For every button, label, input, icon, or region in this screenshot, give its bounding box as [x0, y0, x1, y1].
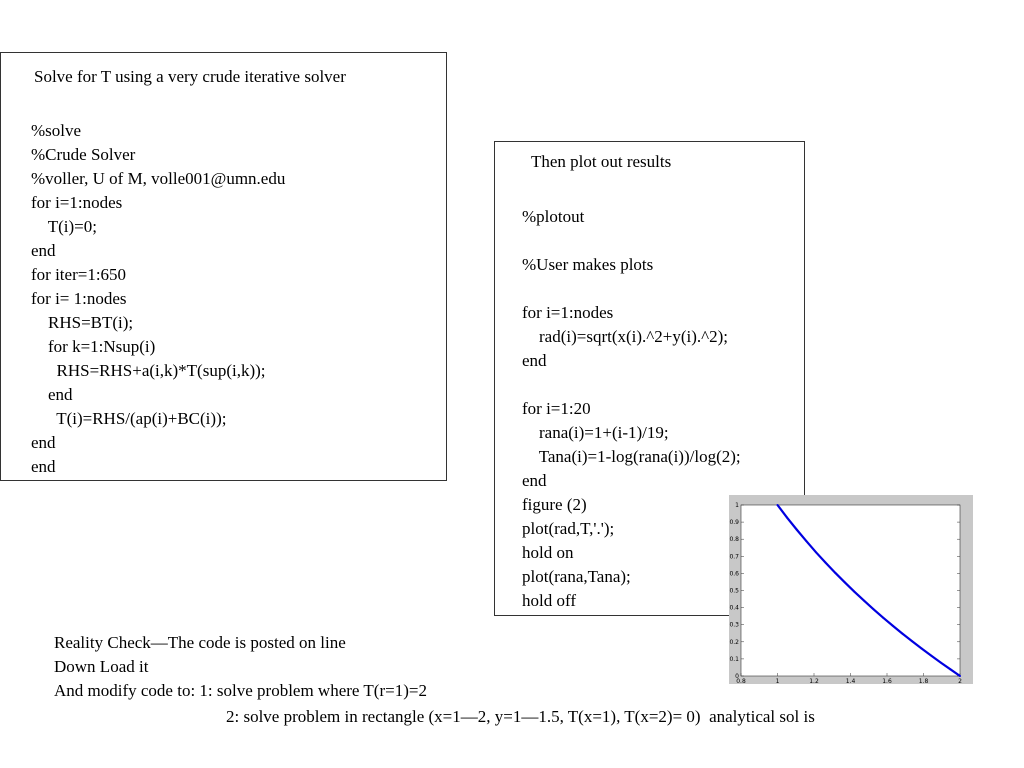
code-line: rana(i)=1+(i-1)/19; — [522, 423, 669, 442]
code-line: end — [522, 471, 547, 490]
data-point — [910, 640, 913, 643]
y-tick-label: 0.9 — [729, 519, 739, 526]
data-point — [862, 599, 865, 602]
y-tick-label: 0.1 — [729, 656, 739, 663]
code-line: %voller, U of M, volle001@umn.edu — [31, 169, 286, 188]
code-line: plot(rana,Tana); — [522, 567, 631, 586]
x-tick-label: 0.8 — [736, 678, 746, 684]
data-point — [795, 528, 798, 531]
x-tick-label: 1 — [776, 678, 780, 684]
note-indent: 2: solve problem in rectangle (x=1—2, y=… — [226, 707, 815, 726]
data-point — [872, 608, 875, 611]
code-line: %solve — [31, 121, 82, 140]
code-line: rad(i)=sqrt(x(i).^2+y(i).^2); — [522, 327, 729, 346]
code-line: for i=1:nodes — [31, 193, 123, 212]
code-line: end — [31, 457, 56, 476]
y-tick-label: 0.6 — [729, 570, 739, 577]
plot-title: Then plot out results — [531, 152, 672, 171]
x-tick-label: 2 — [958, 678, 962, 684]
code-line: end — [522, 351, 547, 370]
data-point — [891, 624, 894, 627]
plot-svg: 0.8 1 1.2 1.4 1.6 1.8 2 0 0.1 0.2 0.3 0.4 0.5 0.6 0.7 0… — [729, 502, 962, 684]
note-line: And modify code to: 1: solve problem whe… — [54, 681, 427, 700]
code-line: %Crude Solver — [31, 145, 136, 164]
code-line: %User makes plots — [522, 255, 654, 274]
code-line: T(i)=RHS/(ap(i)+BC(i)); — [31, 409, 227, 428]
note-line: Down Load it — [54, 657, 149, 676]
data-point — [786, 516, 789, 519]
data-point — [882, 616, 885, 619]
data-point — [805, 540, 808, 543]
data-point — [834, 571, 837, 574]
solver-title: Solve for T using a very crude iterative… — [34, 67, 346, 86]
data-point — [959, 675, 961, 677]
code-line: for iter=1:650 — [31, 265, 127, 284]
series-line — [776, 504, 961, 677]
plot-code-box: Then plot out results %plotout %User make… — [494, 141, 805, 616]
code-line: end — [31, 241, 56, 260]
note-line: Reality Check—The code is posted on line — [54, 633, 346, 652]
data-point — [776, 504, 779, 506]
code-line: %plotout — [522, 207, 585, 226]
y-tick-label: 0.5 — [729, 588, 739, 595]
y-tick-label: 0.3 — [729, 622, 739, 629]
code-line: for i=1:20 — [522, 399, 591, 418]
x-tick-label: 1.8 — [919, 678, 929, 684]
result-plot: 0.8 1 1.2 1.4 1.6 1.8 2 0 0.1 0.2 0.3 0.4 0.5 0.6 0.7 0… — [729, 495, 973, 684]
y-tick-label: 0.4 — [729, 605, 739, 612]
code-line: figure (2) — [522, 495, 587, 514]
code-line: plot(rad,T,'.'); — [522, 519, 615, 538]
code-line: Tana(i)=1-log(rana(i))/log(2); — [522, 447, 741, 466]
y-tick-label: 0.8 — [729, 536, 739, 543]
x-tick-label: 1.2 — [809, 678, 819, 684]
code-line: for k=1:Nsup(i) — [31, 337, 156, 356]
code-line: hold on — [522, 543, 574, 562]
y-tick-label: 1 — [735, 502, 739, 509]
y-tick-label: 0.2 — [729, 639, 739, 646]
code-line: RHS=BT(i); — [31, 313, 134, 332]
data-point — [939, 661, 942, 664]
data-point — [824, 561, 827, 564]
code-line: for i= 1:nodes — [31, 289, 127, 308]
data-point — [814, 551, 817, 554]
data-point — [920, 647, 923, 650]
data-point — [853, 590, 856, 593]
x-tick-label: 1.6 — [882, 678, 892, 684]
code-line: end — [31, 385, 73, 404]
x-tick-label: 1.4 — [846, 678, 856, 684]
code-line: RHS=RHS+a(i,k)*T(sup(i,k)); — [31, 361, 266, 380]
data-point — [901, 632, 904, 635]
data-point — [843, 581, 846, 584]
code-line: end — [31, 433, 56, 452]
code-line: for i=1:nodes — [522, 303, 614, 322]
data-point — [949, 668, 952, 671]
solver-code-box: Solve for T using a very crude iterative… — [0, 52, 447, 481]
y-tick-label: 0.7 — [729, 553, 739, 560]
code-line: hold off — [522, 591, 576, 610]
code-line: T(i)=0; — [31, 217, 97, 236]
y-tick-label: 0 — [735, 673, 739, 680]
plot-area — [740, 504, 961, 677]
data-point — [930, 654, 933, 657]
